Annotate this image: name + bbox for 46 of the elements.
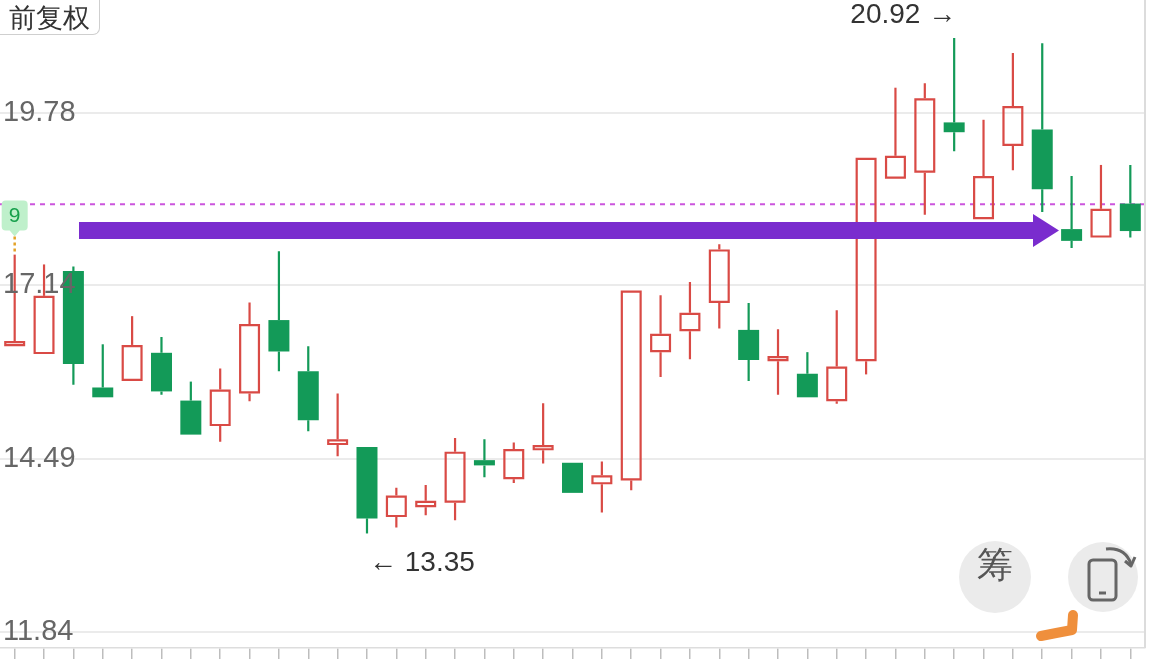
candlestick	[591, 460, 613, 514]
candlestick	[180, 380, 202, 435]
candlestick	[356, 447, 378, 535]
candlestick	[562, 462, 583, 493]
y-tick-label: 14.49	[3, 440, 76, 473]
annotation: ← 13.35	[368, 546, 475, 578]
candlestick	[239, 301, 261, 403]
annotation: 前复权	[9, 2, 90, 33]
candlestick	[855, 157, 877, 376]
candlestick	[943, 36, 965, 153]
candlestick	[268, 250, 290, 373]
candlestick	[444, 436, 466, 522]
candlestick	[385, 486, 407, 529]
candlestick	[503, 441, 525, 485]
annotation: 筹	[977, 544, 1013, 585]
candlestick	[679, 281, 701, 361]
candlestick	[1090, 163, 1112, 238]
candlestick	[327, 392, 349, 458]
candlestick	[708, 243, 730, 330]
candlestick	[796, 351, 818, 398]
candlestick	[738, 301, 760, 383]
annotation: 20.92 →	[850, 0, 957, 29]
candlestick	[884, 86, 906, 179]
candlestick	[767, 328, 789, 396]
candlestick	[297, 345, 319, 433]
round-button: 筹	[959, 541, 1031, 613]
candlestick	[973, 118, 995, 220]
candlestick	[1061, 174, 1083, 250]
y-tick-label: 11.84	[3, 614, 74, 647]
candlestick	[150, 335, 172, 396]
candlestick	[415, 483, 437, 517]
annotation: 9	[8, 203, 21, 227]
button: 前复权	[0, 0, 100, 35]
candlestick	[826, 309, 848, 405]
candlestick	[1031, 42, 1053, 214]
candlestick	[92, 343, 114, 398]
candlestick	[209, 367, 231, 443]
candlestick	[1002, 51, 1024, 172]
candlestick	[914, 82, 936, 216]
candlestick	[1119, 163, 1141, 239]
candlestick	[650, 294, 672, 379]
candlestick	[620, 290, 642, 492]
y-tick-label: 19.78	[3, 94, 76, 127]
candlestick	[532, 402, 554, 465]
candlestick	[121, 315, 143, 381]
candlestick	[473, 438, 495, 479]
